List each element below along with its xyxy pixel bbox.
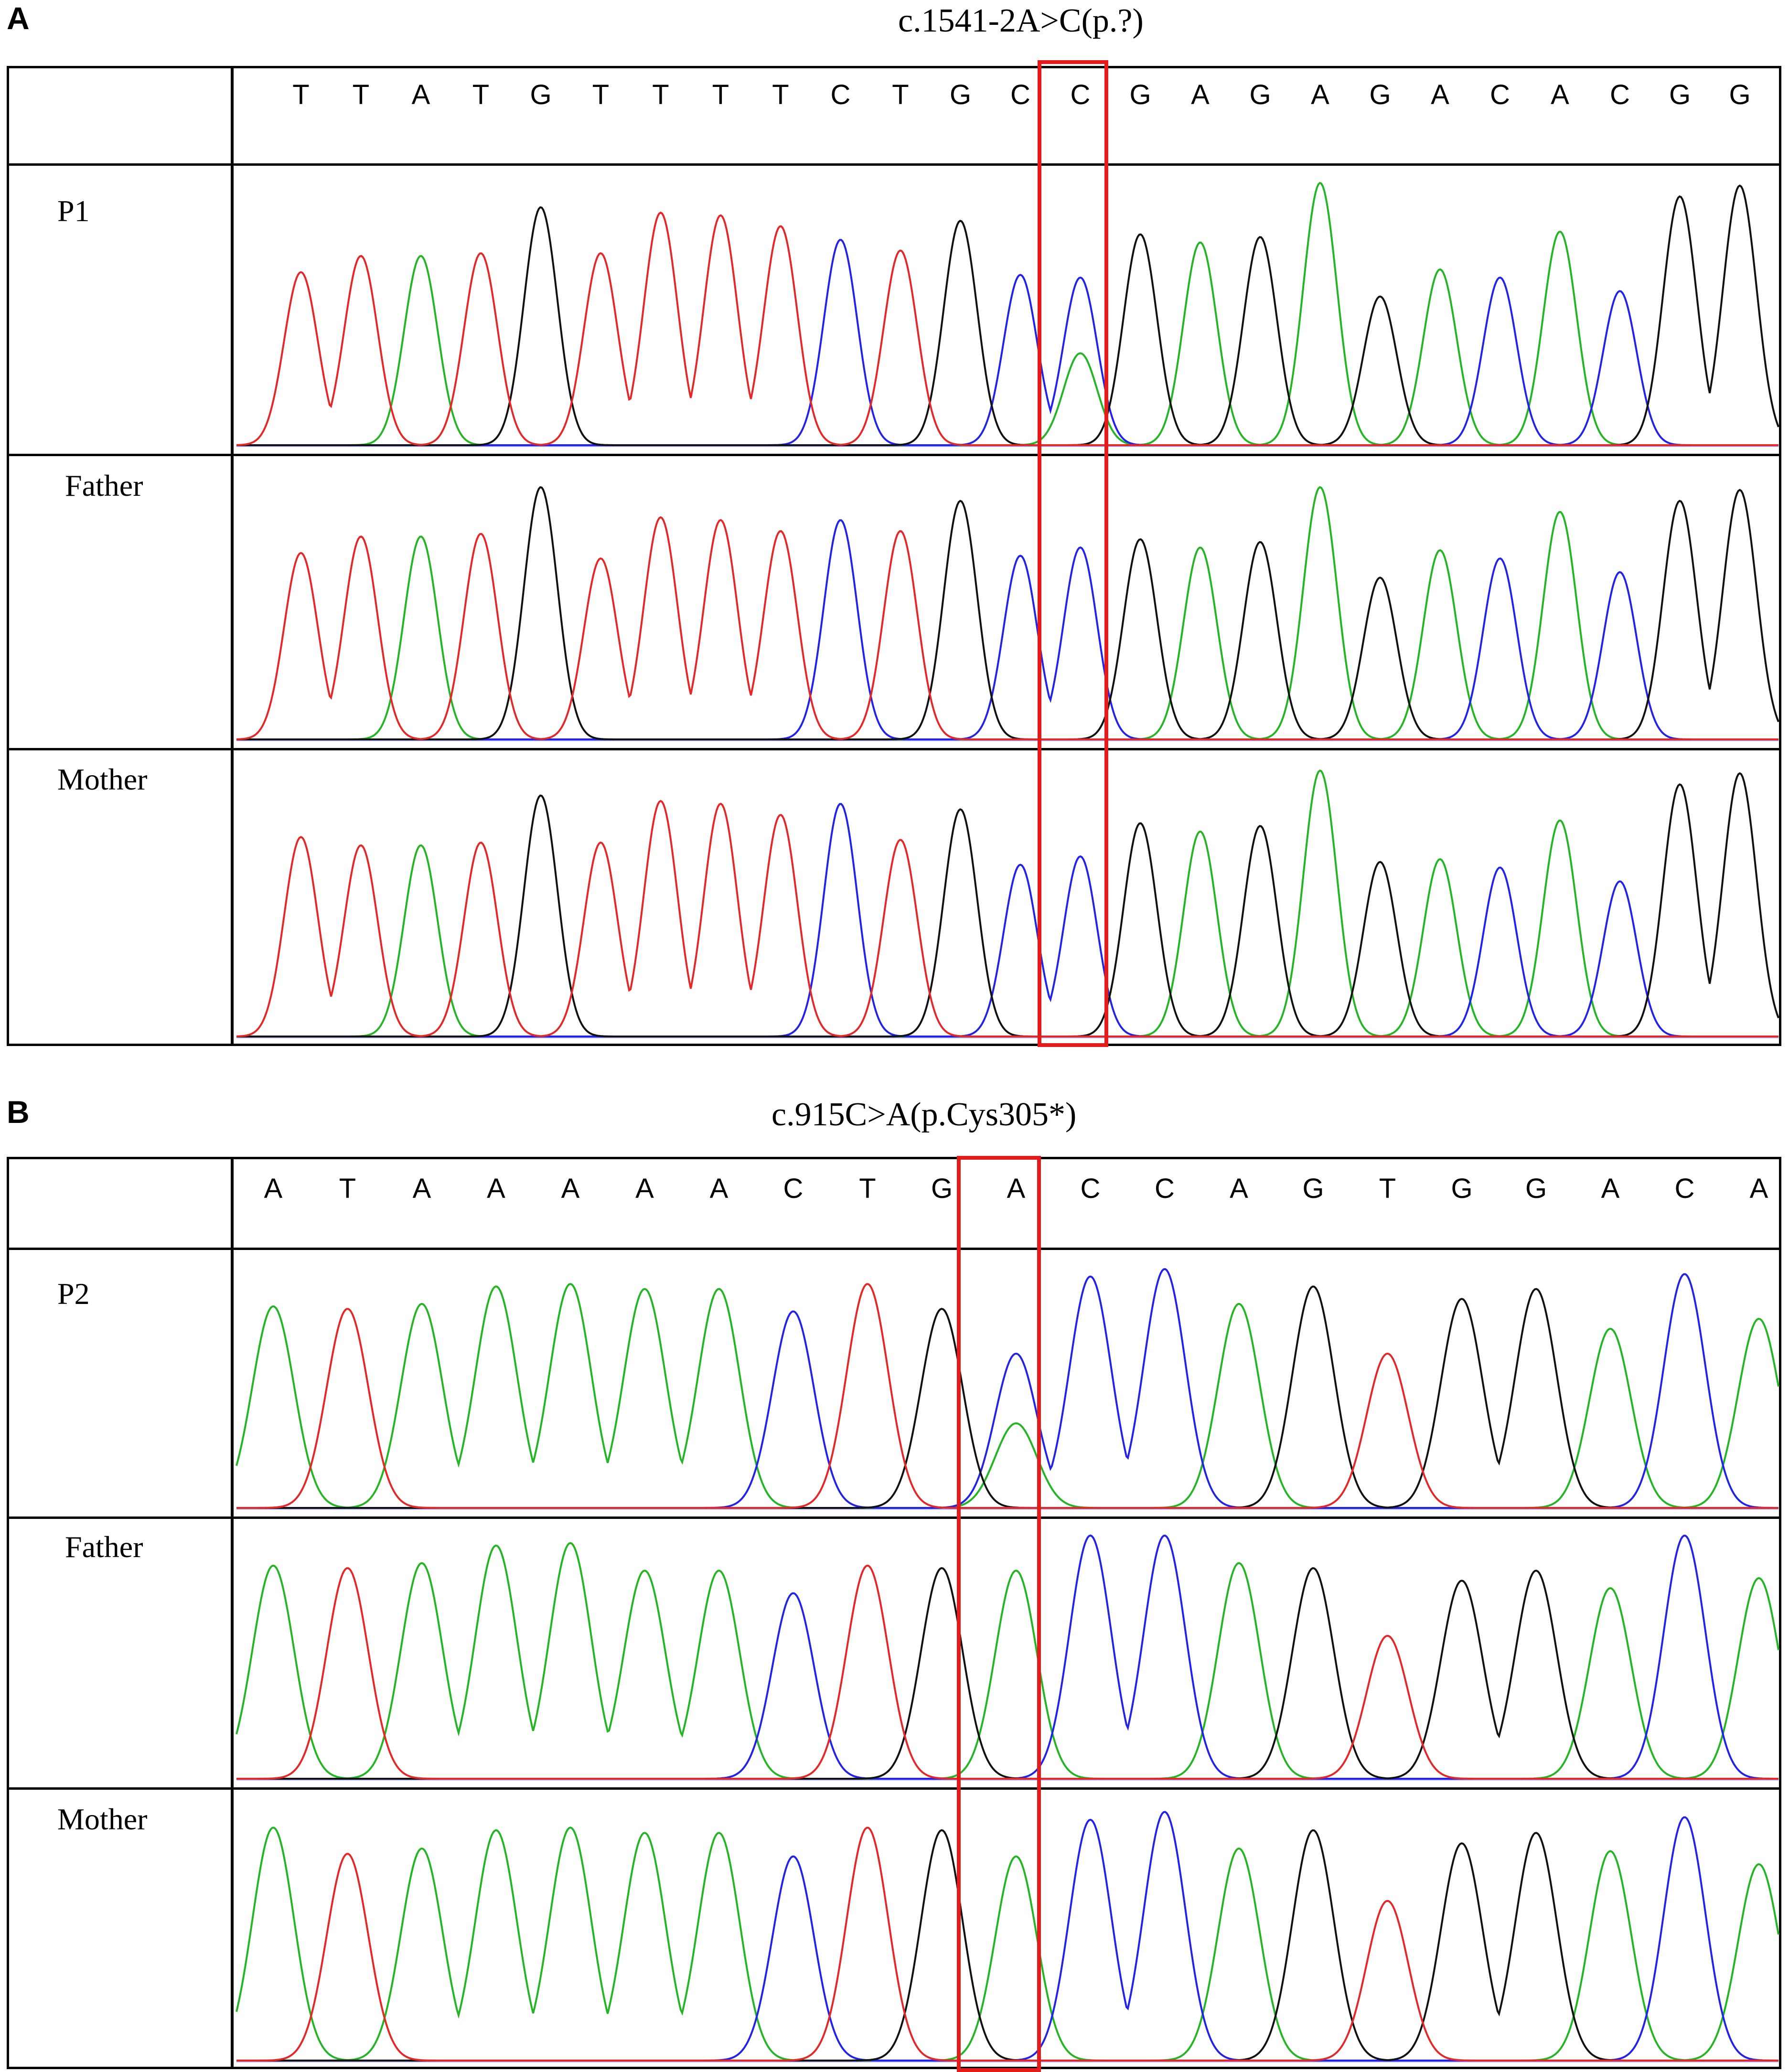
base-call: T	[1379, 1173, 1396, 1204]
trace-channel-T	[236, 1283, 1778, 1509]
base-call: T	[292, 79, 310, 110]
base-call: A	[412, 1173, 431, 1204]
base-call: A	[1431, 79, 1449, 110]
base-call: G	[1451, 1173, 1473, 1204]
row-label-p2: P2	[57, 1277, 90, 1311]
base-call: C	[1010, 79, 1030, 110]
base-call: C	[1070, 79, 1091, 110]
chromatogram-trace	[236, 182, 1779, 447]
base-call: A	[264, 1173, 283, 1204]
base-call: A	[1551, 79, 1569, 110]
base-call: G	[1729, 79, 1751, 110]
row-divider	[7, 163, 1781, 166]
chromatogram-trace	[236, 1268, 1779, 1510]
chromatogram-trace	[236, 769, 1779, 1038]
trace-channel-T	[236, 211, 1778, 446]
base-call: G	[949, 79, 972, 110]
trace-channel-C	[236, 239, 1778, 446]
base-call: T	[472, 79, 490, 110]
row-label-mother: Mother	[57, 1802, 148, 1836]
chromatogram-frame	[7, 1157, 1781, 2069]
base-call: A	[1311, 79, 1329, 110]
chromatogram-frame	[7, 66, 1781, 1046]
base-call: G	[1302, 1173, 1324, 1204]
base-call: T	[859, 1173, 876, 1204]
row-divider	[7, 454, 1781, 456]
base-call: G	[1525, 1173, 1547, 1204]
label-column-divider	[231, 66, 234, 1046]
base-call: G	[1669, 79, 1691, 110]
trace-channel-T	[236, 516, 1778, 740]
trace-channel-T	[236, 1564, 1778, 1780]
row-label-p1: P1	[57, 194, 90, 228]
base-call: A	[709, 1173, 728, 1204]
base-call: G	[1129, 79, 1151, 110]
base-call: G	[1369, 79, 1391, 110]
base-call: C	[1155, 1173, 1175, 1204]
row-divider	[7, 748, 1781, 750]
chromatogram-trace	[236, 486, 1779, 741]
base-call: C	[1610, 79, 1630, 110]
base-call: T	[712, 79, 729, 110]
chromatogram-trace	[236, 1534, 1779, 1781]
base-call: A	[1230, 1173, 1248, 1204]
base-call: C	[1674, 1173, 1695, 1204]
mutation-title: c.915C>A(p.Cys305*)	[771, 1096, 1077, 1133]
base-call: A	[635, 1173, 654, 1204]
trace-channel-C	[236, 803, 1778, 1037]
row-label-mother: Mother	[57, 762, 148, 796]
row-divider	[7, 1787, 1781, 1790]
mutation-title: c.1541-2A>C(p.?)	[898, 2, 1144, 39]
label-column-divider	[231, 1157, 234, 2069]
base-call: T	[652, 79, 669, 110]
variant-highlight-box	[957, 1156, 1041, 2072]
base-call: C	[1490, 79, 1510, 110]
trace-channel-G	[236, 486, 1779, 740]
base-call: T	[772, 79, 789, 110]
trace-channel-C	[236, 519, 1778, 740]
base-call: G	[1249, 79, 1271, 110]
chromatogram-trace	[236, 1811, 1779, 2062]
base-call: A	[561, 1173, 580, 1204]
trace-channel-A	[236, 486, 1778, 740]
base-call: T	[592, 79, 610, 110]
panel-letter: B	[7, 1094, 30, 1130]
base-call: T	[339, 1173, 356, 1204]
variant-highlight-box	[1038, 60, 1108, 1047]
row-divider	[7, 1248, 1781, 1250]
panel-letter: A	[7, 0, 30, 36]
trace-channel-T	[236, 800, 1778, 1037]
base-call: A	[487, 1173, 505, 1204]
row-label-father: Father	[65, 1530, 143, 1564]
base-call: A	[1601, 1173, 1620, 1204]
base-call: T	[352, 79, 370, 110]
base-call: A	[1007, 1173, 1026, 1204]
trace-channel-T	[236, 1826, 1778, 2061]
base-call: A	[1191, 79, 1210, 110]
base-call: C	[830, 79, 851, 110]
base-call: G	[530, 79, 552, 110]
row-divider	[7, 1517, 1781, 1519]
base-call: A	[1749, 1173, 1768, 1204]
base-call: T	[892, 79, 909, 110]
row-label-father: Father	[65, 469, 143, 502]
base-call: C	[783, 1173, 803, 1204]
base-call: A	[411, 79, 430, 110]
base-call: G	[931, 1173, 953, 1204]
base-call: C	[1080, 1173, 1101, 1204]
